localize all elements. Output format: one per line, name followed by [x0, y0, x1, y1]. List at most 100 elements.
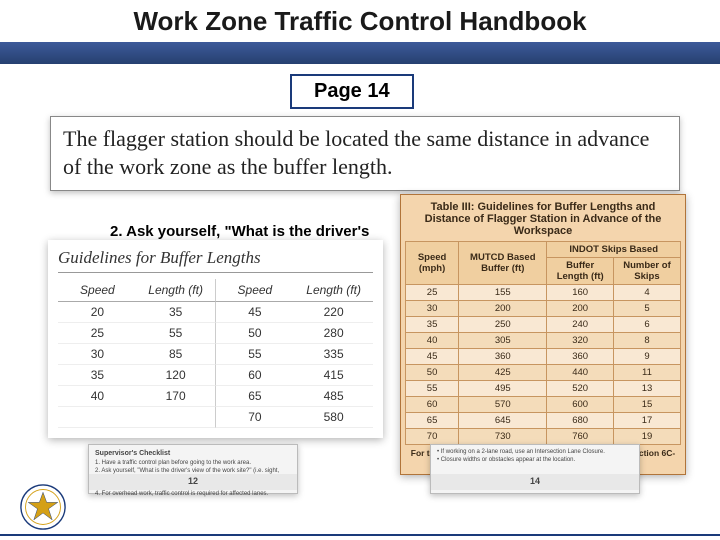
thumbnail-line: 1. Have a traffic control plan before go… — [95, 460, 291, 468]
t3-cell: 425 — [459, 365, 547, 381]
thumbnail-line: • Closure widths or obstacles appear at … — [437, 457, 633, 465]
buffer-cell: 580 — [294, 407, 373, 428]
t3-cell: 645 — [459, 413, 547, 429]
t3-cell: 570 — [459, 397, 547, 413]
buffer-cell — [58, 407, 137, 428]
table-row: 352502406 — [406, 317, 681, 333]
thumbnail-line: • If working on a 2-lane road, use an In… — [437, 449, 633, 457]
indot-seal-icon — [20, 484, 66, 530]
buffer-cell: 415 — [294, 365, 373, 386]
t3-cell: 305 — [459, 333, 547, 349]
page-thumbnail-12: Supervisor's Checklist 1. Have a traffic… — [88, 444, 298, 494]
page-thumbnail-14: • If working on a 2-lane road, use an In… — [430, 444, 640, 494]
buffer-cell — [137, 407, 216, 428]
buffer-cell: 65 — [216, 386, 295, 407]
t3-cell: 35 — [406, 317, 459, 333]
t3-cell: 680 — [547, 413, 614, 429]
buffer-cell: 60 — [216, 365, 295, 386]
t3-cell: 240 — [547, 317, 614, 333]
page-title: Work Zone Traffic Control Handbook — [0, 6, 720, 37]
thumbnail-14-page-number: 14 — [431, 474, 639, 490]
page-indicator: Page 14 — [290, 74, 414, 109]
t3-cell: 19 — [613, 429, 680, 445]
buffer-cell: 485 — [294, 386, 373, 407]
buffer-col-head: Speed — [58, 279, 137, 302]
buffer-cell: 35 — [58, 365, 137, 386]
t3-subhead: Buffer Length (ft) — [547, 258, 614, 285]
thumbnail-line: 4. For overhead work, traffic control is… — [95, 491, 291, 499]
t3-cell: 360 — [547, 349, 614, 365]
header-stripe — [0, 42, 720, 64]
buffer-lengths-panel: Guidelines for Buffer Lengths SpeedLengt… — [48, 240, 383, 438]
t3-cell: 730 — [459, 429, 547, 445]
buffer-cell: 35 — [137, 302, 216, 323]
footer-rule — [0, 534, 720, 536]
table-row: 403053208 — [406, 333, 681, 349]
t3-cell: 4 — [613, 285, 680, 301]
table-row: 7073076019 — [406, 429, 681, 445]
t3-cell: 600 — [547, 397, 614, 413]
t3-cell: 15 — [613, 397, 680, 413]
buffer-cell: 55 — [137, 323, 216, 344]
flagger-quote-text: The flagger station should be located th… — [63, 125, 667, 180]
table-row: 5549552013 — [406, 381, 681, 397]
buffer-cell: 70 — [216, 407, 295, 428]
t3-cell: 320 — [547, 333, 614, 349]
buffer-cell: 20 — [58, 302, 137, 323]
table-iii-title: Table III: Guidelines for Buffer Lengths… — [405, 199, 681, 241]
t3-cell: 200 — [459, 301, 547, 317]
t3-cell: 60 — [406, 397, 459, 413]
t3-cell: 25 — [406, 285, 459, 301]
buffer-cell: 55 — [216, 344, 295, 365]
t3-cell: 50 — [406, 365, 459, 381]
t3-subhead: Number of Skips — [613, 258, 680, 285]
buffer-lengths-table: SpeedLength (ft)SpeedLength (ft)20354522… — [58, 279, 373, 428]
buffer-cell: 45 — [216, 302, 295, 323]
buffer-lengths-title: Guidelines for Buffer Lengths — [58, 248, 373, 273]
t3-head: Speed (mph) — [406, 242, 459, 285]
table-row: 6564568017 — [406, 413, 681, 429]
buffer-col-head: Speed — [216, 279, 295, 302]
buffer-cell: 220 — [294, 302, 373, 323]
t3-cell: 8 — [613, 333, 680, 349]
buffer-cell: 280 — [294, 323, 373, 344]
table-iii: Speed (mph)MUTCD Based Buffer (ft)INDOT … — [405, 241, 681, 445]
t3-cell: 360 — [459, 349, 547, 365]
t3-cell: 30 — [406, 301, 459, 317]
t3-cell: 13 — [613, 381, 680, 397]
t3-cell: 17 — [613, 413, 680, 429]
t3-cell: 440 — [547, 365, 614, 381]
table-iii-panel: Table III: Guidelines for Buffer Lengths… — [400, 194, 686, 475]
buffer-cell: 50 — [216, 323, 295, 344]
t3-cell: 65 — [406, 413, 459, 429]
t3-cell: 6 — [613, 317, 680, 333]
t3-cell: 45 — [406, 349, 459, 365]
thumbnail-12-heading: Supervisor's Checklist — [95, 449, 291, 458]
t3-cell: 495 — [459, 381, 547, 397]
buffer-cell: 85 — [137, 344, 216, 365]
buffer-cell: 335 — [294, 344, 373, 365]
t3-cell: 9 — [613, 349, 680, 365]
t3-cell: 250 — [459, 317, 547, 333]
t3-cell: 40 — [406, 333, 459, 349]
flagger-quote-box: The flagger station should be located th… — [50, 116, 680, 191]
t3-cell: 520 — [547, 381, 614, 397]
buffer-col-head: Length (ft) — [137, 279, 216, 302]
buffer-cell: 25 — [58, 323, 137, 344]
t3-cell: 11 — [613, 365, 680, 381]
buffer-cell: 40 — [58, 386, 137, 407]
buffer-col-head: Length (ft) — [294, 279, 373, 302]
table-row: 302002005 — [406, 301, 681, 317]
table-row: 251551604 — [406, 285, 681, 301]
t3-cell: 70 — [406, 429, 459, 445]
t3-cell: 160 — [547, 285, 614, 301]
table-row: 5042544011 — [406, 365, 681, 381]
t3-cell: 55 — [406, 381, 459, 397]
t3-cell: 155 — [459, 285, 547, 301]
table-row: 6057060015 — [406, 397, 681, 413]
buffer-cell: 30 — [58, 344, 137, 365]
t3-cell: 760 — [547, 429, 614, 445]
buffer-cell: 170 — [137, 386, 216, 407]
t3-head: MUTCD Based Buffer (ft) — [459, 242, 547, 285]
t3-cell: 200 — [547, 301, 614, 317]
